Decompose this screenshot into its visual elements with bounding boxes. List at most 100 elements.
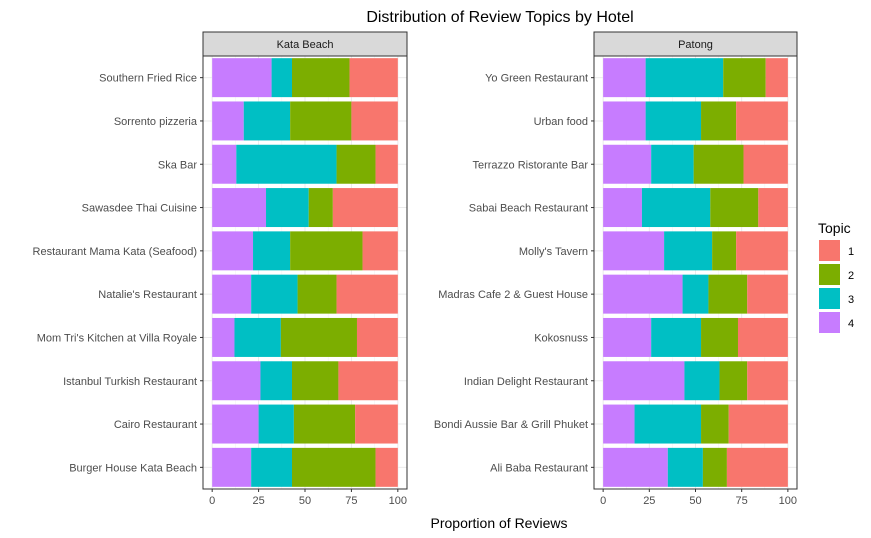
bar-segment-topic-2 [719,361,748,401]
category-label: Cairo Restaurant [114,419,197,431]
bar-segment-topic-3 [243,101,291,141]
bar-segment-topic-1 [356,317,398,357]
facet-strip [593,31,798,57]
bar-segment-topic-1 [747,361,788,401]
bar-segment-topic-3 [271,58,293,98]
bar-segment-topic-4 [212,58,272,98]
bar-segment-topic-3 [251,447,293,487]
bar-segment-topic-4 [603,447,668,487]
bar-segment-topic-2 [280,317,357,357]
legend-keys: 1 2 3 4 [819,240,854,333]
bar-segment-topic-3 [641,188,711,228]
x-tick-label: 25 [252,495,264,507]
bar-segment-topic-2 [308,188,333,228]
bar-segment-topic-4 [212,361,261,401]
bar-segment-topic-4 [212,447,252,487]
bar-segment-topic-3 [260,361,293,401]
legend-label-topic-3: 3 [848,294,854,306]
bar-segment-topic-1 [743,144,788,184]
bar-segment-topic-4 [603,231,665,271]
bar-segment-topic-3 [236,144,337,184]
category-label: Urban food [534,116,588,128]
legend-label-topic-1: 1 [848,246,854,258]
bar-segment-topic-2 [336,144,376,184]
legend-label-topic-4: 4 [848,318,854,330]
bar-segment-topic-4 [212,231,254,271]
bar-segment-topic-4 [603,144,652,184]
x-tick-label: 25 [643,495,655,507]
category-label: Burger House Kata Beach [69,462,197,474]
category-label: Yo Green Restaurant [485,73,588,85]
facet-strip-label: Patong [678,39,713,51]
bar-segment-topic-3 [664,231,713,271]
bar-segment-topic-2 [701,404,729,444]
bar-segment-topic-2 [290,101,352,141]
legend-key-topic-2 [819,264,840,285]
bar-segment-topic-4 [212,188,267,228]
legend-label-topic-2: 2 [848,270,854,282]
bar-segment-topic-1 [765,58,788,98]
bar-segment-topic-4 [212,317,235,357]
x-tick-label: 75 [736,495,748,507]
bar-segment-topic-1 [758,188,788,228]
bar-segment-topic-2 [293,404,356,444]
bar-segment-topic-3 [253,231,291,271]
legend-key-topic-1 [819,240,840,261]
bar-segment-topic-3 [234,317,281,357]
bar-segment-topic-2 [693,144,744,184]
x-tick-label: 75 [345,495,357,507]
bar-segment-topic-3 [651,317,702,357]
category-label: Sabai Beach Restaurant [469,203,588,215]
bar-segment-topic-3 [645,101,702,141]
category-label: Terrazzo Ristorante Bar [472,159,588,171]
bar-segment-topic-4 [212,101,244,141]
x-tick-label: 100 [779,495,797,507]
bar-segment-topic-1 [747,274,788,314]
category-label: Restaurant Mama Kata (Seafood) [33,246,197,258]
bar-segment-topic-1 [726,447,788,487]
bar-segment-topic-1 [332,188,398,228]
category-label: Mom Tri's Kitchen at Villa Royale [37,332,197,344]
bar-segment-topic-4 [603,188,642,228]
category-label: Natalie's Restaurant [98,289,197,301]
bar-segment-topic-2 [712,231,737,271]
bar-segment-topic-1 [728,404,788,444]
category-label: Sorrento pizzeria [114,116,198,128]
legend-key-topic-4 [819,312,840,333]
bar-segment-topic-4 [603,101,646,141]
category-label: Kokosnuss [534,332,588,344]
bar-segment-topic-2 [297,274,337,314]
bar-segment-topic-1 [355,404,398,444]
category-label: Molly's Tavern [519,246,588,258]
bar-segment-topic-1 [736,101,788,141]
legend-key-topic-3 [819,288,840,309]
bar-segment-topic-2 [723,58,766,98]
panel-0: Kata Beach Southern Fried Rice Sorrento pi… [33,31,408,507]
bar-segment-topic-3 [258,404,294,444]
category-label: Indian Delight Restaurant [464,376,588,388]
bar-segment-topic-3 [266,188,309,228]
bar-segment-topic-4 [603,274,683,314]
bar-segment-topic-3 [634,404,702,444]
bar-segment-topic-2 [701,101,737,141]
category-label: Ska Bar [158,159,197,171]
bar-segment-topic-2 [710,188,759,228]
bar-segment-topic-1 [336,274,398,314]
facet-strip [202,31,408,57]
bar-segment-topic-1 [737,317,788,357]
x-tick-label: 0 [209,495,215,507]
bar-segment-topic-4 [212,144,237,184]
panels: Kata Beach Southern Fried Rice Sorrento pi… [33,31,798,507]
panel-1: Patong Yo Green Restaurant Urban food Terra… [434,31,798,507]
bar-segment-topic-2 [292,58,350,98]
bar-segment-topic-4 [603,404,635,444]
category-label: Ali Baba Restaurant [490,462,588,474]
bar-segment-topic-3 [667,447,703,487]
x-axis-title: Proportion of Reviews [431,515,568,531]
x-tick-label: 50 [689,495,701,507]
bar-segment-topic-3 [684,361,720,401]
x-tick-label: 50 [299,495,311,507]
bar-segment-topic-1 [351,101,398,141]
bar-segment-topic-2 [292,447,376,487]
